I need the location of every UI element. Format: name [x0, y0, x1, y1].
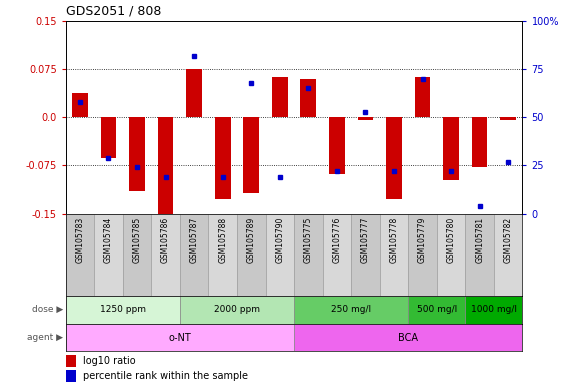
Bar: [180, 214, 208, 296]
Bar: [500, 118, 516, 120]
Text: 1000 mg/l: 1000 mg/l: [471, 305, 517, 314]
Bar: [100, 118, 116, 158]
Bar: [66, 296, 180, 324]
Text: GDS2051 / 808: GDS2051 / 808: [66, 4, 161, 17]
Bar: [66, 355, 76, 367]
Bar: [415, 77, 431, 118]
Text: GSM105782: GSM105782: [504, 217, 513, 263]
Bar: [408, 296, 465, 324]
Bar: [123, 214, 151, 296]
Bar: [408, 214, 437, 296]
Bar: [66, 324, 294, 351]
Text: GSM105790: GSM105790: [275, 217, 284, 263]
Bar: [472, 118, 488, 167]
Bar: [329, 118, 345, 174]
Text: 250 mg/l: 250 mg/l: [331, 305, 371, 314]
Bar: [300, 79, 316, 118]
Text: GSM105784: GSM105784: [104, 217, 113, 263]
Bar: [386, 118, 402, 199]
Bar: [272, 77, 288, 118]
Text: GSM105785: GSM105785: [132, 217, 142, 263]
Bar: [94, 214, 123, 296]
Bar: [357, 118, 373, 120]
Bar: [151, 214, 180, 296]
Bar: [237, 214, 266, 296]
Text: GSM105783: GSM105783: [75, 217, 85, 263]
Text: log10 ratio: log10 ratio: [83, 356, 136, 366]
Bar: [465, 296, 522, 324]
Bar: [158, 118, 174, 218]
Text: GSM105781: GSM105781: [475, 217, 484, 263]
Text: GSM105788: GSM105788: [218, 217, 227, 263]
Text: GSM105779: GSM105779: [418, 217, 427, 263]
Bar: [437, 214, 465, 296]
Bar: [180, 296, 294, 324]
Text: GSM105786: GSM105786: [161, 217, 170, 263]
Text: o-NT: o-NT: [168, 333, 191, 343]
Bar: [294, 324, 522, 351]
Bar: [243, 118, 259, 193]
Bar: [215, 118, 231, 199]
Bar: [66, 370, 76, 382]
Bar: [351, 214, 380, 296]
Bar: [443, 118, 459, 180]
Text: agent ▶: agent ▶: [27, 333, 63, 342]
Bar: [294, 214, 323, 296]
Text: 1250 ppm: 1250 ppm: [100, 305, 146, 314]
Text: GSM105778: GSM105778: [389, 217, 399, 263]
Bar: [72, 93, 88, 118]
Bar: [186, 69, 202, 118]
Bar: [129, 118, 145, 191]
Bar: [380, 214, 408, 296]
Text: GSM105780: GSM105780: [447, 217, 456, 263]
Bar: [66, 214, 94, 296]
Text: GSM105775: GSM105775: [304, 217, 313, 263]
Text: 500 mg/l: 500 mg/l: [417, 305, 457, 314]
Bar: [323, 214, 351, 296]
Bar: [465, 214, 494, 296]
Bar: [208, 214, 237, 296]
Text: 2000 ppm: 2000 ppm: [214, 305, 260, 314]
Bar: [294, 296, 408, 324]
Text: GSM105777: GSM105777: [361, 217, 370, 263]
Text: percentile rank within the sample: percentile rank within the sample: [83, 371, 248, 381]
Text: dose ▶: dose ▶: [31, 305, 63, 314]
Text: GSM105789: GSM105789: [247, 217, 256, 263]
Bar: [266, 214, 294, 296]
Bar: [494, 214, 522, 296]
Text: BCA: BCA: [398, 333, 419, 343]
Text: GSM105787: GSM105787: [190, 217, 199, 263]
Text: GSM105776: GSM105776: [332, 217, 341, 263]
